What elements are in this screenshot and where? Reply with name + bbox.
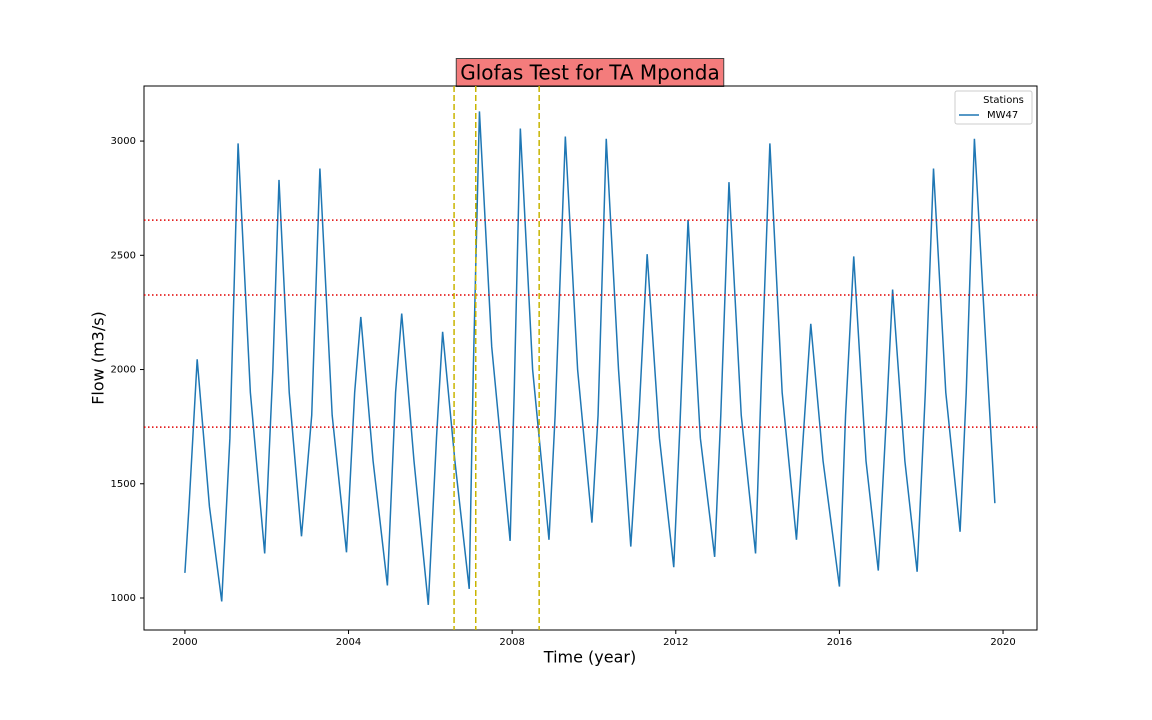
legend-label: MW47 <box>987 110 1018 121</box>
x-tick-label: 2000 <box>172 637 197 648</box>
x-tick-label: 2020 <box>990 637 1015 648</box>
y-tick-label: 2000 <box>111 365 136 376</box>
y-tick-label: 2500 <box>111 250 136 261</box>
plot-area <box>143 85 1038 631</box>
y-tick-label: 1000 <box>111 593 136 604</box>
x-tick-label: 2016 <box>827 637 852 648</box>
data-line <box>184 111 996 605</box>
x-tick-label: 2008 <box>499 637 524 648</box>
x-axis-label: Time (year) <box>543 648 636 667</box>
x-tick-label: 2004 <box>336 637 361 648</box>
y-tick-label: 1500 <box>111 479 136 490</box>
legend-title: Stations <box>983 95 1024 106</box>
x-tick-label: 2012 <box>663 637 688 648</box>
chart-title: Glofas Test for TA Mponda <box>460 61 719 85</box>
title-background <box>455 58 725 87</box>
y-axis-label: Flow (m3/s) <box>89 311 108 405</box>
y-tick-label: 3000 <box>111 136 136 147</box>
